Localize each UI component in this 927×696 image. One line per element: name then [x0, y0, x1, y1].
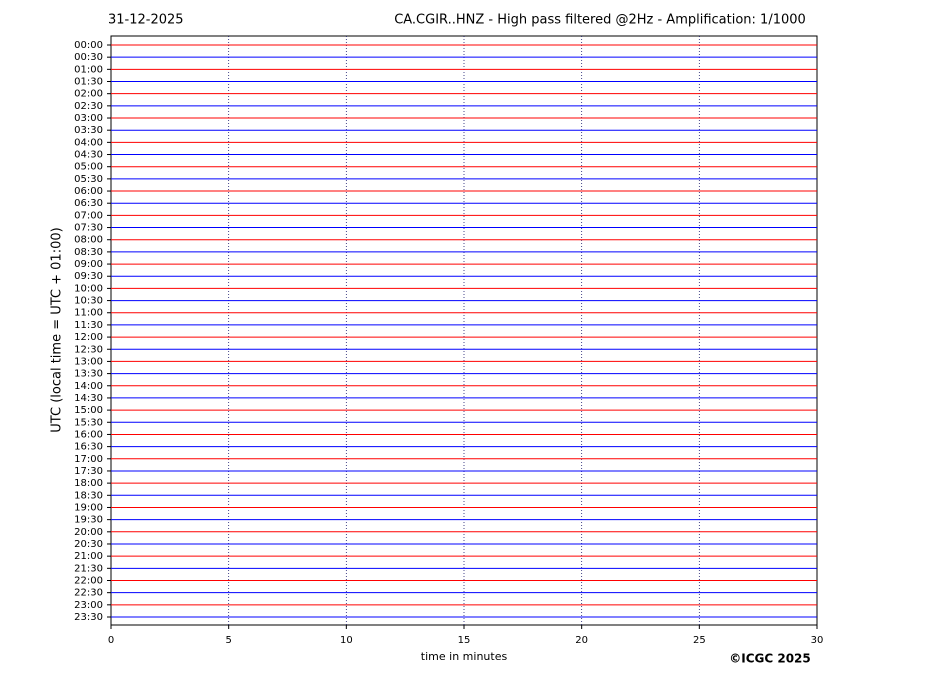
y-tick-label: 01:00: [74, 64, 103, 75]
y-tick-label: 20:00: [74, 527, 103, 538]
y-tick-label: 10:30: [74, 296, 103, 307]
y-tick-label: 11:00: [74, 308, 103, 319]
y-tick-label: 01:30: [74, 77, 103, 88]
x-tick-label: 0: [108, 635, 114, 646]
y-tick-label: 02:30: [74, 101, 103, 112]
y-tick-label: 19:00: [74, 502, 103, 513]
x-tick-label: 5: [225, 635, 231, 646]
x-tick-label: 30: [811, 635, 824, 646]
y-tick-label: 15:00: [74, 405, 103, 416]
y-tick-label: 14:30: [74, 393, 103, 404]
y-tick-label: 02:00: [74, 89, 103, 100]
y-tick-label: 03:30: [74, 125, 103, 136]
y-tick-label: 06:00: [74, 186, 103, 197]
y-tick-label: 23:30: [74, 612, 103, 623]
y-tick-label: 07:00: [74, 210, 103, 221]
x-tick-label: 25: [693, 635, 706, 646]
y-tick-label: 14:00: [74, 381, 103, 392]
x-tick-label: 10: [340, 635, 353, 646]
y-tick-label: 21:00: [74, 551, 103, 562]
y-tick-label: 21:30: [74, 563, 103, 574]
y-tick-label: 15:30: [74, 417, 103, 428]
y-tick-label: 04:30: [74, 150, 103, 161]
y-tick-label: 22:30: [74, 588, 103, 599]
x-tick-label: 15: [458, 635, 471, 646]
y-tick-label: 06:30: [74, 198, 103, 209]
y-tick-label: 19:30: [74, 515, 103, 526]
y-axis-label: UTC (local time = UTC + 01:00): [50, 227, 65, 432]
y-tick-label: 18:30: [74, 490, 103, 501]
y-tick-label: 16:00: [74, 429, 103, 440]
y-tick-label: 08:30: [74, 247, 103, 258]
y-tick-label: 03:00: [74, 113, 103, 124]
x-tick-label: 20: [575, 635, 588, 646]
y-tick-label: 18:00: [74, 478, 103, 489]
x-axis-label: time in minutes: [421, 650, 508, 663]
y-tick-label: 12:30: [74, 344, 103, 355]
y-tick-label: 00:00: [74, 40, 103, 51]
y-tick-label: 23:00: [74, 600, 103, 611]
y-tick-label: 05:00: [74, 162, 103, 173]
y-tick-label: 10:00: [74, 283, 103, 294]
y-tick-label: 22:00: [74, 575, 103, 586]
y-tick-label: 08:00: [74, 235, 103, 246]
y-tick-label: 17:00: [74, 454, 103, 465]
y-tick-label: 00:30: [74, 52, 103, 63]
y-tick-label: 13:30: [74, 369, 103, 380]
y-tick-label: 13:00: [74, 356, 103, 367]
y-tick-label: 07:30: [74, 223, 103, 234]
y-tick-label: 09:30: [74, 271, 103, 282]
y-tick-label: 11:30: [74, 320, 103, 331]
chart-date: 31-12-2025: [108, 13, 184, 28]
y-tick-label: 05:30: [74, 174, 103, 185]
y-tick-label: 20:30: [74, 539, 103, 550]
y-tick-label: 04:00: [74, 137, 103, 148]
y-tick-label: 12:00: [74, 332, 103, 343]
copyright: ©ICGC 2025: [729, 652, 811, 666]
y-tick-label: 16:30: [74, 442, 103, 453]
chart-title: CA.CGIR..HNZ - High pass filtered @2Hz -…: [394, 13, 806, 28]
y-tick-label: 09:00: [74, 259, 103, 270]
y-tick-label: 17:30: [74, 466, 103, 477]
